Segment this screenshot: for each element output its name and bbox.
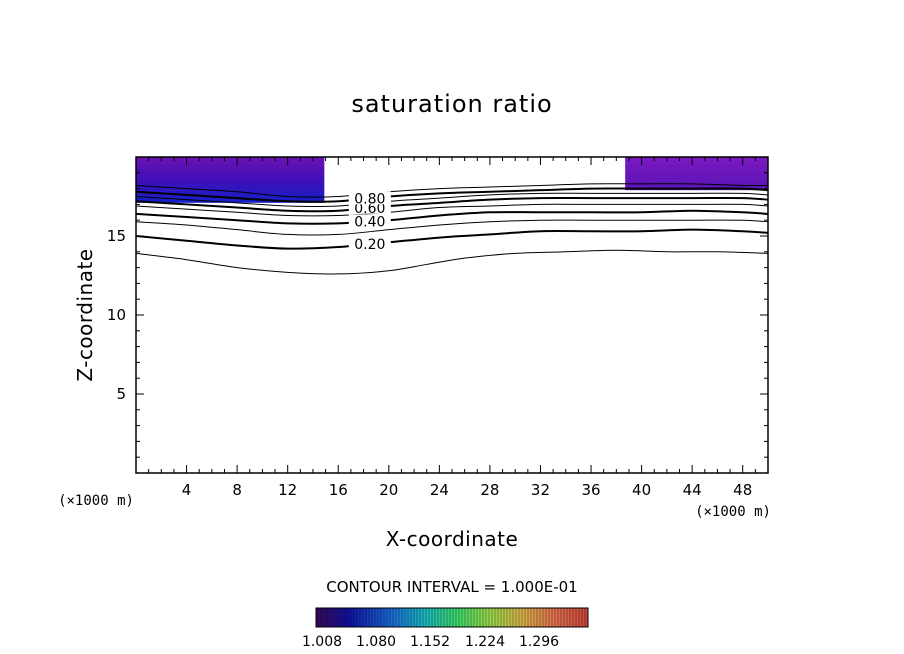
- contour-label: 0.80: [354, 191, 385, 207]
- contour-label: 0.20: [354, 237, 385, 253]
- contour-line-0.4: [136, 209, 768, 225]
- contour-line-0.7: [136, 192, 768, 207]
- colorbar-tick-label: 1.152: [410, 634, 450, 650]
- contour-line-0.2: [136, 228, 768, 250]
- contour-label: 0.40: [354, 214, 385, 230]
- contour-lines: [136, 183, 768, 275]
- y-axis-ticks: 5 10 15: [107, 172, 768, 458]
- supersaturated-region-1: [136, 157, 325, 203]
- contour-label-bg: [348, 191, 391, 205]
- x-tick-label: 48: [733, 481, 752, 499]
- contour-line-0.5: [136, 203, 768, 217]
- x-tick-label: 24: [430, 481, 449, 499]
- colorbar-tick-label: 1.224: [465, 634, 505, 650]
- y-axis-label: Z-coordinate: [73, 248, 97, 381]
- x-tick-label: 44: [683, 481, 702, 499]
- supersaturated-fills: [136, 157, 768, 203]
- supersaturated-region-2: [625, 157, 768, 191]
- x-tick-label: 16: [329, 481, 348, 499]
- x-tick-label: 36: [581, 481, 600, 499]
- contour-label-bg: [348, 214, 391, 228]
- contour-labels: 0.20 0.400.600.80: [348, 191, 391, 253]
- x-tick-label: 8: [232, 481, 242, 499]
- y-tick-label: 5: [116, 385, 126, 403]
- colorbar-ticks: 1.008 1.080 1.152 1.224 1.296: [302, 634, 559, 650]
- contour-line-0.3: [136, 219, 768, 236]
- x-unit-label-right: (×1000 m): [695, 504, 771, 520]
- colorbar-tick-label: 1.080: [356, 634, 396, 650]
- contour-interval-text: CONTOUR INTERVAL = 1.000E-01: [326, 578, 577, 596]
- contour-line-0.6: [136, 196, 768, 213]
- colorbar-tick-label: 1.296: [519, 634, 559, 650]
- chart-title: saturation ratio: [351, 90, 552, 118]
- x-axis-label: X-coordinate: [386, 527, 519, 551]
- x-tick-label: 4: [182, 481, 192, 499]
- colorbar-tick-label: 1.008: [302, 634, 342, 650]
- x-tick-label: 28: [480, 481, 499, 499]
- contour-line-0.1: [136, 249, 768, 275]
- colorbar: [315, 607, 589, 628]
- x-unit-label-left: (×1000 m): [58, 493, 134, 509]
- contour-line-0.8: [136, 187, 768, 203]
- x-axis-ticks: 4 8 12 16 20 24 28 32 36 40 44 48: [148, 157, 756, 499]
- contour-label-bg: [348, 237, 391, 251]
- y-tick-label: 10: [107, 306, 126, 324]
- contour-label: 0.60: [354, 201, 385, 217]
- x-tick-label: 12: [278, 481, 297, 499]
- colorbar-gradient: [315, 607, 589, 628]
- x-tick-label: 32: [531, 481, 550, 499]
- x-tick-label: 40: [632, 481, 651, 499]
- x-tick-label: 20: [379, 481, 398, 499]
- y-tick-label: 15: [107, 227, 126, 245]
- contour-line-0.9: [136, 183, 768, 198]
- colorbar-stripes: [317, 608, 586, 627]
